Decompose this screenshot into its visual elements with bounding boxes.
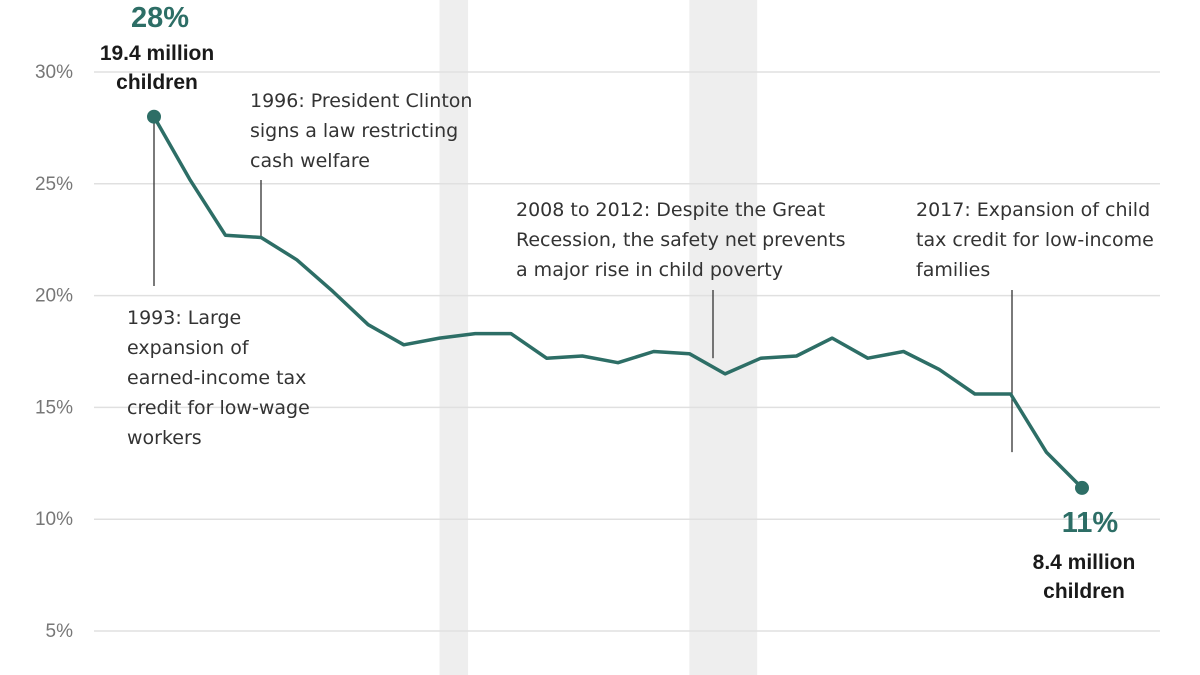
poverty-rate-line	[152, 115, 1084, 490]
start-point-marker	[147, 109, 161, 124]
annotation-text: cash welfare	[250, 150, 370, 172]
y-axis-ticks: 5% 10% 15% 20% 25% 30%	[35, 62, 73, 642]
annotation-text: 1993: Large	[127, 307, 241, 329]
end-detail-line-1: 8.4 million	[1033, 551, 1136, 574]
y-tick-label: 20%	[35, 286, 73, 307]
endpoint-markers	[147, 109, 1089, 495]
annotation-text: expansion of	[127, 337, 250, 359]
annotation-text: Recession, the safety net prevents	[516, 229, 846, 251]
annotation-text: tax credit for low-income	[916, 229, 1154, 251]
start-value-label: 28%	[131, 2, 189, 34]
annotation-text: 2017: Expansion of child	[916, 199, 1150, 221]
start-detail-line-2: children	[116, 71, 198, 94]
recession-shading	[439, 0, 758, 675]
end-detail-line-2: children	[1043, 580, 1125, 603]
annotation-text: workers	[127, 427, 202, 449]
annotation-text: a major rise in child poverty	[516, 259, 783, 281]
start-detail-line-1: 19.4 million	[100, 42, 214, 65]
annotation-text: 1996: President Clinton	[250, 90, 472, 112]
y-tick-label: 30%	[35, 62, 73, 83]
y-tick-label: 15%	[35, 397, 73, 418]
annotation-text: 2008 to 2012: Despite the Great	[516, 199, 825, 221]
y-tick-label: 25%	[35, 174, 73, 195]
gridlines	[94, 71, 1160, 632]
annotation-text: families	[916, 259, 990, 281]
end-point-marker	[1075, 480, 1089, 495]
shaded-band-1	[689, 0, 758, 675]
annotation-leader-lines	[153, 116, 1013, 453]
annotation-text: earned-income tax	[127, 367, 306, 389]
y-tick-label: 10%	[35, 509, 73, 530]
y-tick-label: 5%	[46, 621, 74, 642]
annotations: 1993: Large expansion of earned-income tax…	[127, 90, 1154, 449]
annotation-text: credit for low-wage	[127, 397, 310, 419]
annotation-text: signs a law restricting	[250, 120, 458, 142]
end-value-label: 11%	[1062, 507, 1119, 539]
